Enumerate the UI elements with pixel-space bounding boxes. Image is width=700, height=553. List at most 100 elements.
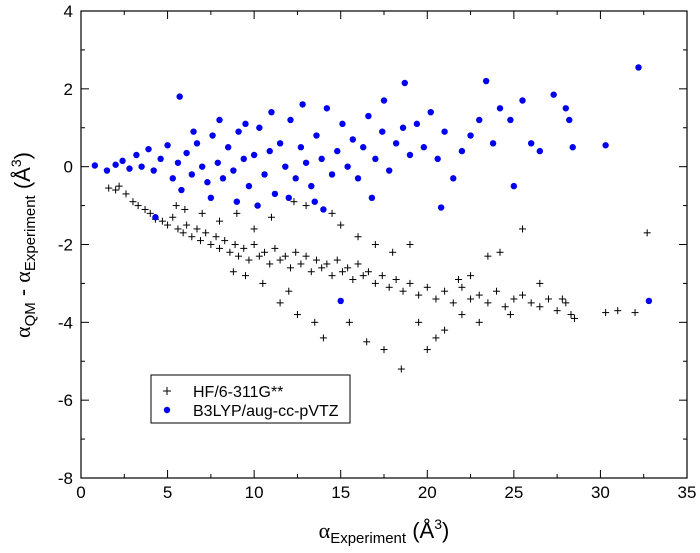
x-tick-label: 15: [331, 483, 350, 502]
hf-data-point: [174, 225, 182, 233]
hf-data-point: [544, 295, 552, 303]
hf-data-point: [216, 217, 224, 225]
hf-data-point: [338, 268, 346, 276]
y-tick-label: 2: [64, 80, 73, 99]
hf-data-point: [337, 221, 345, 229]
b3lyp-data-point: [536, 147, 544, 155]
hf-data-point: [281, 252, 289, 260]
hf-data-point: [441, 326, 449, 334]
hf-data-point: [562, 299, 570, 307]
b3lyp-data-point: [188, 171, 196, 178]
hf-data-point: [259, 279, 267, 287]
b3lyp-data-point: [510, 182, 518, 190]
hf-data-point: [290, 198, 298, 206]
b3lyp-data-point: [209, 132, 216, 139]
axis-tick-labels: 0 5 10 15 20 25 30 35 -8 -6 -4 -2 0 2 4: [58, 2, 697, 502]
b3lyp-data-point: [207, 194, 215, 201]
y-tick-label: 4: [64, 2, 73, 21]
b3lyp-data-point: [174, 159, 182, 166]
x-axis-label: αExperiment (Å3): [319, 516, 450, 547]
hf-data-point: [423, 283, 431, 291]
b3lyp-data-point: [242, 120, 249, 128]
hf-data-point: [207, 241, 215, 248]
b3lyp-data-point: [266, 147, 273, 155]
hf-data-point: [181, 205, 189, 213]
hf-data-point: [484, 299, 492, 307]
b3lyp-data-point: [204, 179, 211, 186]
hf-data-point: [250, 241, 258, 248]
hf-data-point: [328, 209, 336, 217]
b3lyp-data-point: [328, 171, 336, 178]
b3lyp-data-point: [360, 144, 367, 151]
b3lyp-data-point: [250, 151, 258, 159]
b3lyp-data-point: [566, 116, 573, 124]
b3lyp-data-point: [318, 155, 325, 163]
hf-data-point: [267, 213, 275, 221]
b3lyp-data-point: [235, 128, 242, 135]
hf-data-point: [467, 295, 475, 303]
b3lyp-data-point: [372, 155, 379, 163]
hf-data-point: [302, 252, 310, 260]
hf-data-point: [319, 334, 327, 342]
b3lyp-data-point: [476, 116, 483, 124]
hf-data-point: [266, 260, 274, 268]
hf-data-point: [292, 248, 300, 256]
hf-data-point: [318, 264, 326, 272]
hf-data-point: [493, 287, 501, 295]
hf-data-point: [198, 209, 206, 217]
hf-data-point: [363, 338, 371, 346]
hf-data-point: [354, 260, 362, 268]
b3lyp-data-point: [261, 171, 268, 178]
b3lyp-data-point: [91, 162, 99, 169]
hf-data-point: [380, 346, 388, 354]
b3lyp-data-point: [380, 97, 388, 104]
hf-data-point: [371, 241, 379, 248]
hf-data-point: [112, 186, 120, 194]
hf-data-point: [475, 318, 483, 326]
hf-data-point: [276, 299, 284, 307]
hf-data-point: [345, 318, 353, 326]
b3lyp-data-point: [434, 155, 441, 163]
b3lyp-data-point: [224, 144, 232, 151]
b3lyp-data-point: [287, 116, 294, 124]
hf-data-point: [458, 311, 466, 319]
b3lyp-data-point: [164, 142, 171, 149]
hf-data-point: [536, 279, 544, 287]
b3lyp-data-point: [337, 297, 344, 305]
x-tick-label: 25: [504, 483, 523, 502]
b3lyp-data-point: [282, 163, 289, 170]
b3lyp-data-point: [219, 175, 227, 182]
b3lyp-data-point: [399, 124, 407, 131]
b3lyp-data-point: [311, 198, 318, 205]
hf-data-point: [385, 283, 393, 291]
hf-data-point: [558, 295, 566, 303]
hf-data-point: [631, 309, 639, 317]
hf-data-point: [231, 241, 239, 248]
hf-data-point: [285, 287, 293, 295]
b3lyp-data-point: [138, 163, 145, 170]
b3lyp-data-point: [119, 157, 126, 165]
hf-data-point: [146, 209, 154, 217]
hf-data-point: [454, 276, 462, 284]
hf-data-point: [364, 268, 372, 276]
b3lyp-data-point: [285, 194, 292, 201]
hf-data-point: [287, 264, 295, 272]
b3lyp-data-point: [183, 149, 190, 157]
b3lyp-data-point: [339, 120, 346, 128]
x-tick-label: 30: [591, 483, 610, 502]
b3lyp-data-point: [489, 140, 497, 147]
hf-data-point: [105, 184, 113, 192]
b3lyp-data-point: [230, 167, 237, 174]
legend-hf-marker: [163, 387, 171, 395]
b3lyp-data-point: [292, 175, 299, 182]
hf-data-point: [328, 272, 336, 280]
b3lyp-data-point: [145, 145, 152, 153]
b3lyp-data-point: [157, 155, 164, 163]
b3lyp-data-point: [176, 93, 183, 100]
hf-data-point: [164, 221, 172, 229]
b3lyp-data-point: [297, 144, 305, 151]
legend-box: [150, 374, 351, 424]
b3lyp-data-point: [190, 128, 197, 135]
hf-data-point: [221, 237, 229, 245]
b3lyp-data-point: [368, 194, 376, 201]
